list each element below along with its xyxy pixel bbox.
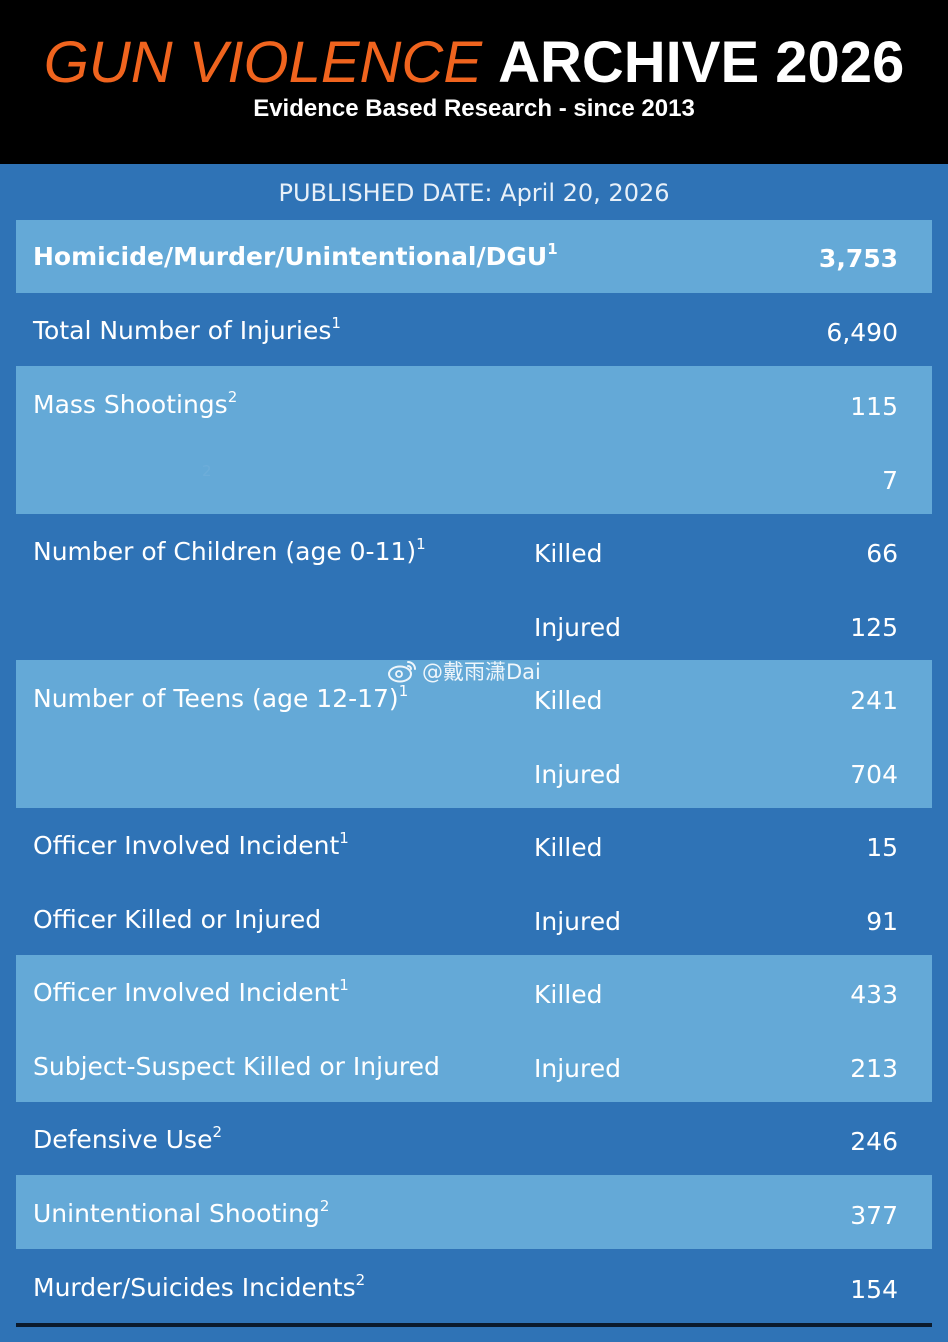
row-value: 3,753 [818,244,898,273]
page-subtitle: Evidence Based Research - since 2013 [253,95,695,122]
row-label-obscured: 2 [202,461,212,480]
row-label: Number of Teens (age 12-17)1 [33,681,409,713]
row-sublabel: Injured [534,760,621,789]
row-label: Number of Children (age 0-11)1 [33,534,426,566]
weibo-logo-icon [388,661,416,683]
table-row: Number of Children (age 0-11)1 Killed 66 [16,515,932,589]
row-label: Officer Involved Incident1 [33,828,349,860]
header: GUN VIOLENCE ARCHIVE 2026 Evidence Based… [0,0,948,164]
watermark: @戴雨潇Dai [388,658,541,686]
table-row: 2 7 [16,442,932,516]
row-sublabel: Injured [534,907,621,936]
table-row: Homicide/Murder/Unintentional/DGU1 3,753 [16,220,932,294]
table-row: Unintentional Shooting2 377 [16,1177,932,1251]
row-label: Total Number of Injuries1 [33,313,341,345]
row-label: Murder/Suicides Incidents2 [33,1270,366,1302]
table-row: Officer Involved Incident1 Killed 433 [16,956,932,1030]
title-main: ARCHIVE 2026 [498,30,905,95]
band-teens [16,660,932,808]
row-value: 125 [850,613,898,642]
row-value: 15 [866,833,898,862]
table-row: Injured 704 [16,736,932,810]
row-sublabel: Killed [534,980,603,1009]
row-value: 91 [866,907,898,936]
published-date: PUBLISHED DATE: April 20, 2026 [278,179,670,207]
row-label: Homicide/Murder/Unintentional/DGU1 [33,239,558,271]
row-sublabel: Killed [534,539,603,568]
band-homicide [16,220,932,293]
row-label: Subject-Suspect Killed or Injured [33,1052,440,1081]
row-value: 246 [850,1127,898,1156]
table-row: Defensive Use2 246 [16,1103,932,1177]
divider [16,1323,932,1327]
row-label: Mass Shootings2 [33,387,238,419]
band-officer-subject [16,955,932,1102]
row-value: 7 [882,466,898,495]
band-mass-shootings [16,366,932,514]
page-title: GUN VIOLENCE ARCHIVE 2026 [0,30,948,96]
table-row: Officer Involved Incident1 Killed 15 [16,809,932,883]
row-label: Defensive Use2 [33,1122,223,1154]
row-label: Unintentional Shooting2 [33,1196,330,1228]
row-value: 433 [850,980,898,1009]
row-label: Officer Involved Incident1 [33,975,349,1007]
table-row: Officer Killed or Injured Injured 91 [16,883,932,957]
watermark-text: @戴雨潇Dai [422,660,541,684]
row-sublabel: Injured [534,613,621,642]
row-value: 154 [850,1275,898,1304]
row-value: 377 [850,1201,898,1230]
table-row: Subject-Suspect Killed or Injured Injure… [16,1030,932,1104]
row-sublabel: Killed [534,833,603,862]
row-value: 6,490 [826,318,898,347]
row-value: 213 [850,1054,898,1083]
table-row: Mass Shootings2 115 [16,368,932,442]
table-row: Number of Teens (age 12-17)1 Killed 241 [16,662,932,736]
table-row: Murder/Suicides Incidents2 154 [16,1251,932,1325]
row-sublabel: Killed [534,686,603,715]
table-row: Injured 125 [16,589,932,663]
row-sublabel: Injured [534,1054,621,1083]
row-value: 66 [866,539,898,568]
row-value: 115 [850,392,898,421]
row-value: 704 [850,760,898,789]
row-label: Officer Killed or Injured [33,905,322,934]
title-accent: GUN VIOLENCE [43,30,483,95]
table-row: Total Number of Injuries1 6,490 [16,294,932,368]
band-unintentional [16,1175,932,1249]
row-value: 241 [850,686,898,715]
